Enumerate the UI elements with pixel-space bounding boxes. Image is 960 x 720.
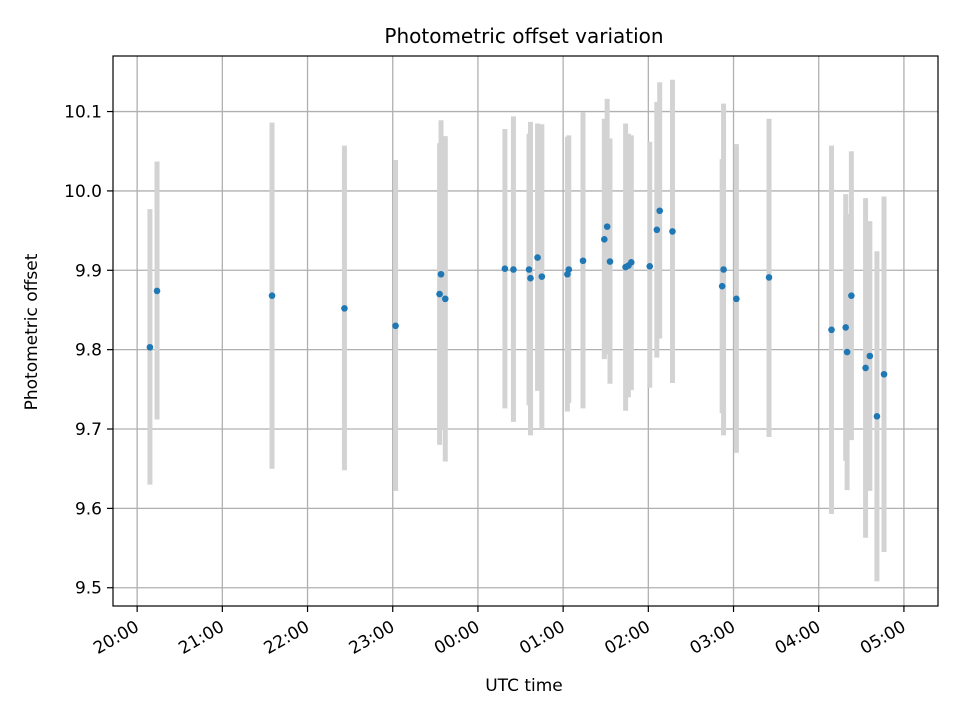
y-tick-label: 10.1 — [64, 103, 102, 123]
data-point — [501, 265, 509, 272]
data-point — [828, 326, 835, 334]
data-point — [866, 352, 874, 360]
data-point — [579, 257, 587, 265]
x-tick-label: 20:00 — [90, 617, 142, 659]
data-point — [565, 266, 573, 273]
y-tick-label: 10.0 — [64, 182, 102, 202]
data-point — [848, 292, 855, 299]
grid-lines — [113, 56, 938, 606]
data-point — [601, 236, 608, 243]
x-tick-label: 03:00 — [687, 617, 739, 659]
data-point — [392, 322, 399, 330]
data-point — [437, 270, 445, 278]
data-point — [842, 324, 850, 331]
data-point — [527, 274, 534, 282]
data-points — [146, 207, 888, 420]
x-tick-label: 05:00 — [857, 617, 909, 659]
data-point — [733, 295, 740, 303]
data-point — [146, 343, 154, 351]
data-point — [153, 287, 161, 295]
data-point — [525, 266, 533, 273]
x-tick-label: 22:00 — [261, 617, 313, 659]
error-bars — [147, 79, 887, 582]
x-tick-label: 04:00 — [772, 617, 824, 659]
y-tick-label: 9.5 — [75, 579, 102, 599]
x-axis-ticks: 20:00 21:00 22:00 23:00 00:00 01:00 02:00 03:00… — [90, 606, 909, 659]
data-point — [534, 254, 541, 261]
data-point — [441, 295, 449, 303]
data-point — [606, 258, 614, 265]
data-point — [653, 226, 661, 234]
x-tick-label: 01:00 — [516, 617, 568, 659]
y-axis-label: Photometric offset — [22, 253, 42, 410]
y-axis-ticks: 9.5 9.6 9.7 9.8 9.9 10.0 10.1 — [64, 103, 113, 599]
data-point — [720, 266, 727, 273]
data-point — [510, 266, 517, 273]
x-tick-label: 02:00 — [601, 617, 653, 659]
data-point — [656, 207, 663, 215]
plot-frame — [112, 55, 939, 607]
data-point — [627, 259, 635, 266]
data-point — [538, 273, 546, 280]
data-point — [341, 305, 348, 312]
data-point — [873, 413, 881, 420]
data-point — [646, 263, 654, 270]
y-tick-label: 9.6 — [75, 499, 102, 519]
data-point — [765, 274, 773, 281]
x-axis-label: UTC time — [485, 676, 563, 696]
y-tick-label: 9.8 — [75, 341, 102, 361]
data-point — [718, 282, 726, 290]
data-point — [669, 228, 676, 235]
x-tick-label: 21:00 — [175, 617, 227, 659]
data-point — [880, 370, 888, 378]
x-tick-label: 23:00 — [346, 617, 398, 659]
x-tick-label: 00:00 — [431, 617, 483, 659]
data-point — [268, 292, 276, 299]
data-point — [862, 364, 869, 372]
data-point — [436, 290, 443, 298]
data-point — [603, 223, 611, 230]
data-point — [843, 348, 851, 356]
y-tick-label: 9.9 — [75, 261, 102, 281]
chart-title: Photometric offset variation — [384, 24, 663, 48]
y-tick-label: 9.7 — [75, 420, 102, 440]
